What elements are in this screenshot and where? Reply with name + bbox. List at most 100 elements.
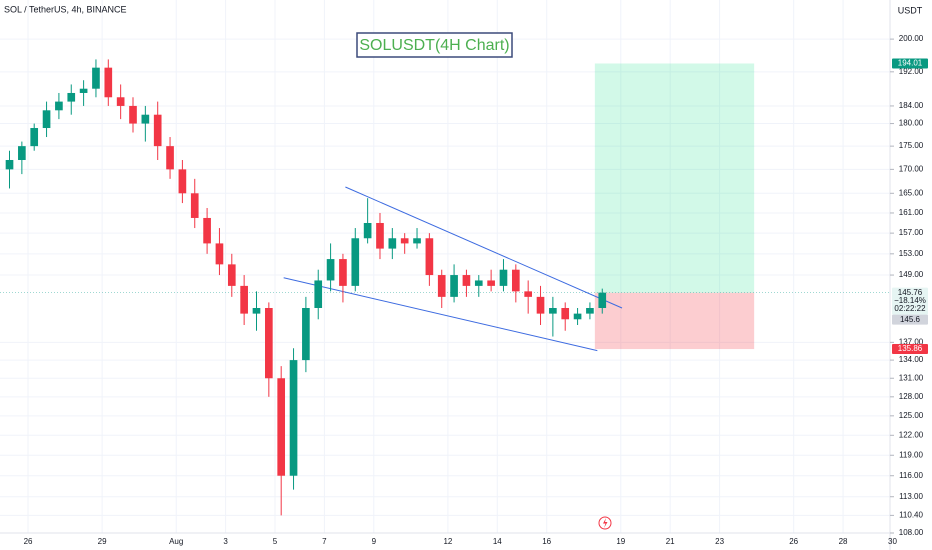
trendline [345, 186, 623, 309]
candle-body [116, 97, 125, 106]
countdown-label: 02:22:22 [894, 304, 926, 313]
x-tick-label: 26 [24, 537, 33, 546]
candle-body [339, 259, 347, 286]
candle-body [487, 280, 495, 286]
candle-body [314, 280, 323, 308]
candle-body [265, 307, 273, 379]
symbol-label: SOL / TetherUS, 4h, BINANCE [4, 4, 127, 14]
candle-body [376, 222, 384, 249]
candle-body [586, 307, 594, 314]
candle-body [400, 238, 409, 244]
y-tick-label: 200.00 [899, 34, 924, 43]
candle-body [277, 378, 286, 476]
trendline [283, 277, 598, 352]
candle-body [252, 307, 261, 314]
x-tick-label: 23 [715, 537, 724, 546]
candle-body [363, 222, 372, 239]
y-tick-label: 131.00 [899, 373, 924, 382]
candle-body [351, 238, 360, 286]
title-box [356, 32, 513, 58]
y-tick-label: 170.00 [899, 164, 924, 173]
candle-body [511, 269, 520, 292]
y-tick-label: 122.00 [899, 430, 924, 439]
x-tick-label: 14 [493, 537, 502, 546]
stop-price-label: 135.86 [898, 344, 923, 353]
stop-zone [594, 292, 755, 350]
candle-body [190, 193, 199, 218]
y-tick-label: 137.00 [899, 337, 924, 346]
candle-body [561, 307, 570, 320]
x-tick-label: 19 [616, 537, 625, 546]
candle-body [240, 285, 248, 314]
candle-body [450, 275, 458, 297]
candle-body [178, 169, 187, 194]
candle-body [92, 67, 100, 89]
candle-body [326, 259, 335, 281]
current-change-label: −18.14% [894, 296, 926, 305]
extra-price-label-box [892, 314, 928, 325]
candle-body [536, 296, 545, 314]
candle-body [18, 146, 26, 160]
y-tick-label: 116.00 [899, 471, 923, 480]
candles [5, 59, 607, 516]
price-axis-panel [890, 0, 932, 550]
candle-body [79, 88, 88, 93]
y-tick-label: 184.00 [899, 101, 924, 110]
x-tick-label: 26 [789, 537, 798, 546]
currency-label: USDT [898, 5, 923, 15]
y-tick-label: 149.00 [899, 270, 924, 279]
event-icon-bolt [603, 518, 608, 528]
stop-price-label-box [892, 344, 928, 355]
x-tick-label: 21 [666, 537, 675, 546]
candle-body [227, 264, 236, 286]
current-price-box [892, 287, 928, 315]
y-tick-label: 165.00 [899, 188, 924, 197]
candle-body [437, 275, 446, 297]
candle-body [55, 101, 63, 111]
candle-body [215, 243, 224, 265]
candle-body [413, 238, 421, 244]
x-tick-label: 16 [542, 537, 551, 546]
x-tick-label: 29 [98, 537, 107, 546]
y-tick-label: 180.00 [899, 119, 924, 128]
candle-body [598, 292, 607, 308]
candle-body [203, 217, 211, 244]
candle-body [524, 291, 532, 297]
y-tick-label: 125.00 [899, 411, 924, 420]
candle-body [30, 128, 39, 147]
current-price-label: 145.76 [898, 288, 923, 297]
candle-body [388, 238, 397, 249]
target-zone [594, 63, 755, 293]
candle-body [289, 360, 298, 476]
y-tick-label: 157.00 [899, 228, 924, 237]
y-tick-label: 128.00 [899, 392, 924, 401]
x-tick-label: 12 [443, 537, 452, 546]
extra-price-label: 145.6 [900, 315, 921, 324]
candle-body [42, 110, 51, 129]
candle-body [302, 307, 310, 361]
x-tick-label: 5 [273, 537, 278, 546]
chart-title: SOLUSDT(4H Chart) [359, 37, 509, 54]
candle-body [129, 105, 137, 124]
x-tick-label: 28 [839, 537, 848, 546]
candle-body [153, 114, 162, 147]
candle-body [573, 313, 582, 320]
y-tick-label: 192.00 [899, 67, 924, 76]
candle-body [5, 159, 14, 170]
y-tick-label: 153.00 [899, 249, 924, 258]
overlay [0, 63, 890, 352]
x-tick-label: 3 [223, 537, 228, 546]
candle-body [141, 114, 150, 124]
target-price-label-box [892, 58, 928, 69]
y-tick-label: 113.00 [899, 492, 923, 501]
y-tick-label: 119.00 [899, 450, 923, 459]
y-tick-label: 161.00 [899, 208, 924, 217]
candle-body [499, 269, 508, 286]
y-tick-label: 108.00 [899, 528, 924, 537]
candle-body [67, 92, 76, 102]
candle-body [474, 280, 483, 286]
candle-body [166, 146, 174, 170]
